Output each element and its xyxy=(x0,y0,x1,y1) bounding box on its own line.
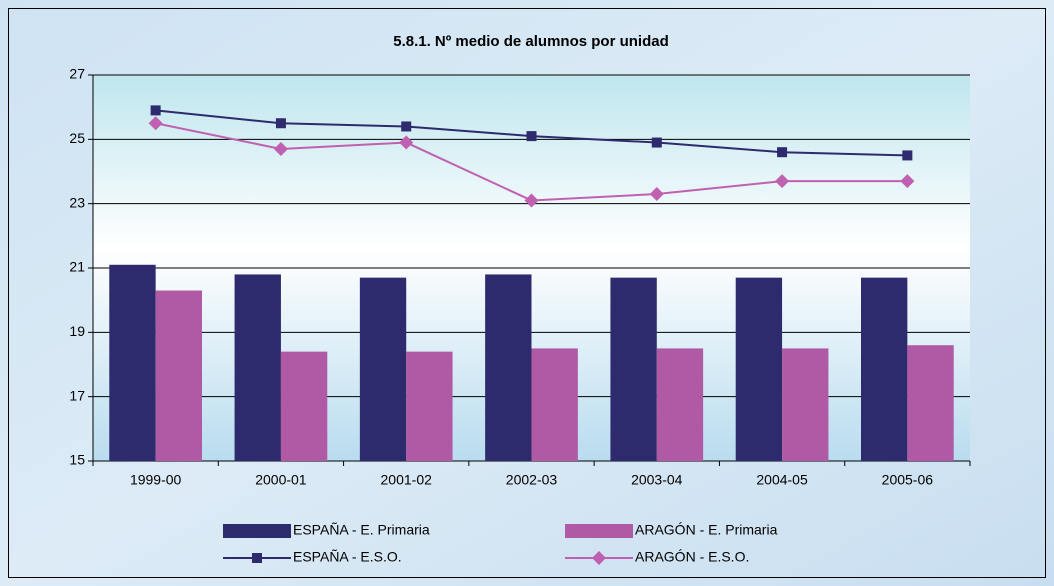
marker xyxy=(651,137,662,148)
bar xyxy=(656,348,704,461)
chart-title: 5.8.1. Nº medio de alumnos por unidad xyxy=(393,33,669,50)
bar xyxy=(610,277,657,461)
legend-swatch xyxy=(565,524,633,538)
frame xyxy=(8,8,1046,578)
bar xyxy=(531,348,578,461)
bar xyxy=(782,348,829,461)
marker xyxy=(275,118,286,129)
bar xyxy=(234,274,281,461)
marker xyxy=(399,135,414,150)
x-tick-label: 2002-03 xyxy=(506,472,558,488)
marker xyxy=(649,187,664,202)
x-tick-label: 2005-06 xyxy=(882,472,934,488)
legend-label: ESPAÑA - E. Primaria xyxy=(293,522,430,538)
marker xyxy=(900,174,915,189)
marker xyxy=(150,105,161,116)
y-tick-label: 17 xyxy=(69,387,85,403)
y-tick-label: 23 xyxy=(69,194,85,210)
bar xyxy=(406,351,453,461)
bar xyxy=(359,277,407,461)
x-tick-label: 1999-00 xyxy=(130,472,182,488)
legend-swatch xyxy=(223,524,291,538)
legend-label: ARAGÓN - E. Primaria xyxy=(635,522,778,538)
bar xyxy=(485,274,532,461)
x-tick-label: 2001-02 xyxy=(381,472,433,488)
marker xyxy=(524,193,539,208)
bar xyxy=(155,290,202,461)
marker xyxy=(902,150,913,161)
bar xyxy=(280,351,328,461)
x-tick-label: 2004-05 xyxy=(756,472,808,488)
bar xyxy=(861,277,908,461)
legend-label: ARAGÓN - E.S.O. xyxy=(635,549,749,565)
bar xyxy=(735,277,783,461)
legend-marker xyxy=(252,553,262,563)
bar xyxy=(109,264,156,461)
x-tick-label: 2000-01 xyxy=(255,472,307,488)
marker xyxy=(775,174,790,189)
x-tick-label: 2003-04 xyxy=(631,472,683,488)
y-tick-label: 27 xyxy=(69,66,85,82)
y-tick-label: 21 xyxy=(69,259,85,275)
bar xyxy=(907,345,954,461)
y-tick-label: 15 xyxy=(69,452,85,468)
legend-marker xyxy=(592,551,606,565)
marker xyxy=(273,141,288,156)
marker xyxy=(401,121,412,132)
marker xyxy=(777,147,788,158)
y-tick-label: 25 xyxy=(69,130,85,146)
marker xyxy=(148,116,163,131)
marker xyxy=(526,131,537,142)
y-tick-label: 19 xyxy=(69,323,85,339)
legend-label: ESPAÑA - E.S.O. xyxy=(293,549,402,565)
